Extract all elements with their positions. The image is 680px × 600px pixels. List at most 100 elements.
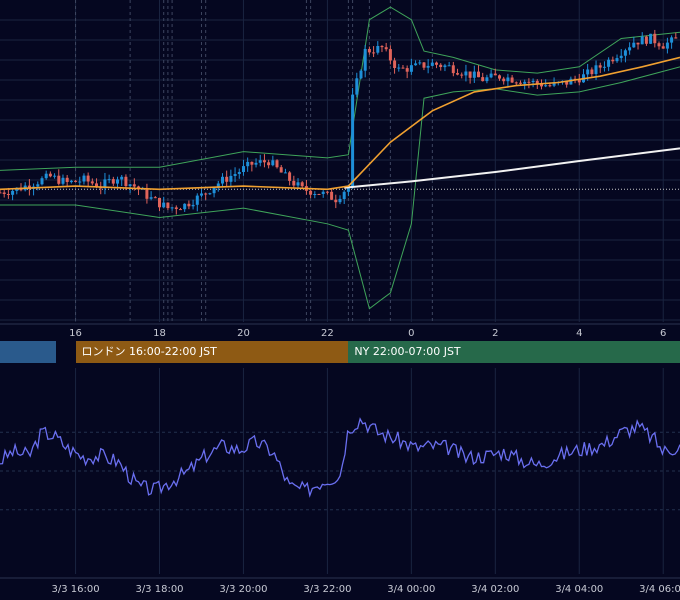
candle [330,189,334,200]
candle-body [300,182,304,187]
candle [397,64,401,72]
candle [78,176,82,187]
candle [120,174,124,186]
candle-body [292,180,296,186]
candle [602,61,606,72]
candle-body [330,191,334,200]
candle [254,158,258,168]
candle-body [439,64,443,67]
candle [246,157,250,172]
candle-body [477,71,480,78]
candle-body [577,79,581,83]
candle-body [359,70,363,79]
candle-body [380,46,384,48]
candle-body [456,73,459,75]
candle-body [200,193,203,196]
session-bar-london: ロンドン 16:00-22:00 JST [75,341,349,363]
candle-body [61,177,65,184]
candle [296,178,300,189]
candle [191,199,195,210]
candle [485,74,489,84]
candle-body [246,161,250,167]
candle-body [485,77,489,82]
candle [611,56,615,64]
x-tick-label: 3/3 20:00 [219,584,268,595]
candle [69,179,73,184]
candle-body [481,77,485,82]
candle [11,188,15,201]
candle-body [426,65,430,68]
candle [317,193,321,195]
candle [208,192,212,196]
candle [435,61,438,69]
candle-body [103,179,107,189]
candle [145,183,149,204]
candle-body [271,160,275,166]
candle-body [225,176,229,182]
candle-body [179,209,182,211]
candle [384,42,388,52]
candle [351,88,355,189]
candle [342,190,346,204]
candle-body [514,82,518,84]
candle-body [414,63,418,66]
candle [250,161,254,172]
candle [665,37,669,54]
candle-body [552,82,556,86]
candle-body [275,160,279,168]
candle [275,159,279,169]
candle-body [325,191,329,193]
candle-body [183,203,187,210]
candle-body [128,184,132,186]
candle-body [65,177,69,182]
candle [170,206,174,211]
candle-body [116,179,119,184]
candle-body [258,160,262,163]
candle-body [535,80,539,84]
candle [179,207,182,211]
candle [460,72,464,79]
candle [447,61,451,67]
candle-body [430,62,434,66]
candle-body [36,184,40,187]
candle [640,32,644,45]
candle-body [145,188,149,199]
candle [82,173,86,185]
candle-body [158,197,161,208]
candle [380,45,384,53]
candle [162,196,166,209]
candle [174,205,178,215]
candle-body [82,175,86,182]
candle [443,63,447,72]
candle-body [296,182,300,186]
candle-body [187,203,191,207]
candle-body [48,173,52,177]
candle [262,154,266,168]
candle [422,62,426,71]
candle [292,175,296,188]
candle-body [74,180,78,182]
candle-body [586,69,590,75]
candle [477,65,480,78]
candle [527,78,531,89]
session-bar-newyork: NY 22:00-07:00 JST [348,341,680,363]
candle [636,42,640,50]
candle [6,187,10,199]
x-tick-label: 4 [576,328,583,339]
candle-body [422,62,426,68]
x-tick-label: 3/4 00:00 [387,584,436,595]
candle [502,76,506,85]
candle-body [44,173,48,179]
candle-body [2,192,6,194]
candle [661,42,665,49]
candle [510,75,514,84]
candle [229,169,233,187]
candle-body [367,49,371,53]
candle [355,72,359,98]
candle-body [569,78,573,85]
candle [53,173,57,179]
x-tick-label: 20 [237,328,250,339]
candle-body [233,174,237,176]
candle-body [351,94,355,187]
candle [86,172,90,188]
